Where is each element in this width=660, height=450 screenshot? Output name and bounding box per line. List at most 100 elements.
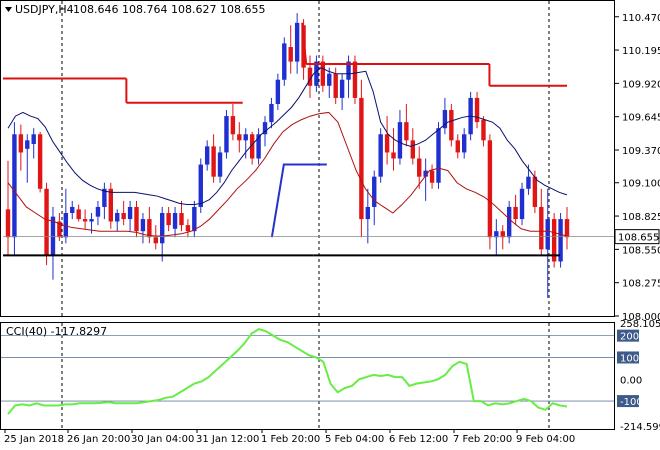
price-tick-label: 108.825 (622, 212, 660, 223)
candle-bear (391, 152, 396, 159)
candle-bear (404, 122, 409, 141)
candle-bear (57, 221, 62, 238)
candle-bear (44, 188, 49, 256)
candle-bull (115, 213, 120, 222)
candle-bear (82, 219, 88, 222)
candle-bear (320, 61, 326, 86)
candle-bear (352, 61, 358, 98)
candle-bull (365, 206, 371, 220)
candle-bear (230, 116, 236, 135)
candle-bear (564, 219, 570, 238)
time-tick-label: 26 Jan 20:00 (67, 434, 130, 445)
candle-bear (5, 209, 11, 238)
candle-bull (140, 219, 146, 232)
lower-band-line (7, 111, 568, 237)
candle-bull (204, 146, 210, 165)
candle-bull (172, 213, 178, 229)
price-tick-label: 109.645 (622, 113, 660, 124)
candle-bull (558, 219, 563, 262)
candle-bear (333, 73, 338, 98)
time-tick-label: 9 Feb 04:00 (516, 434, 575, 445)
cci-tick-label: 0.00 (620, 375, 642, 386)
candle-bear (108, 188, 114, 222)
candle-bear (487, 140, 493, 238)
candle-bull (192, 206, 197, 232)
candle-bear (76, 209, 81, 220)
candle-bear (288, 47, 293, 62)
cci-label: CCI(40) -117.8297 (6, 325, 107, 338)
dropdown-arrow-icon[interactable] (5, 7, 12, 12)
candle-bear (166, 213, 171, 226)
cci-tick-label: -100 (620, 397, 643, 408)
main-panel (0, 0, 615, 317)
candle-bear (384, 134, 390, 153)
candle-bull (526, 176, 531, 189)
candle-bull (127, 206, 133, 220)
candle-bull (224, 116, 229, 153)
time-tick-label: 6 Feb 12:00 (389, 434, 448, 445)
candle-bull (494, 231, 499, 238)
candle-bull (198, 164, 203, 207)
cci-panel (0, 322, 615, 430)
candle-bull (519, 188, 525, 220)
ohlc-label: 108.646 108.764 108.627 108.655 (73, 3, 265, 16)
symbol-label: USDJPY,H4 (15, 3, 74, 16)
candle-bear (513, 206, 518, 220)
candle-bull (506, 206, 512, 238)
candle-bear (249, 134, 255, 159)
candle-bear (474, 97, 480, 123)
upper-band-line (7, 67, 568, 206)
candle-bull (378, 134, 383, 177)
cci-level-tag (617, 395, 639, 408)
candle-bear (359, 97, 364, 220)
candle-bull (25, 140, 30, 149)
candle-bear (185, 225, 191, 232)
resistance-step (301, 22, 308, 65)
candle-bull (436, 128, 441, 183)
candle-bull (95, 206, 101, 217)
price-tick-label: 110.470 (622, 13, 660, 24)
bands (7, 67, 568, 237)
price-axis: 110.470 110.195 109.920 109.645 109.370 109.1… (614, 13, 660, 323)
candle-bear (37, 134, 43, 189)
candle-bull (423, 170, 428, 177)
candle-bear (429, 170, 435, 183)
candle-bear (179, 213, 184, 226)
candle-bear (449, 110, 454, 141)
cci-level-tag (617, 351, 639, 364)
candle-bear (410, 140, 415, 159)
price-tick-label: 109.370 (622, 146, 660, 157)
candle-bear (307, 67, 313, 86)
candle-bear (539, 206, 544, 250)
price-tick-label: 108.275 (622, 279, 660, 290)
candles (5, 13, 570, 298)
levels: 108.655 (3, 22, 660, 257)
grid-lines (61, 1, 550, 429)
candle-bull (372, 176, 377, 207)
candle-bull (339, 79, 345, 98)
time-tick-label: 25 Jan 2018 (4, 434, 64, 445)
candle-bear (18, 134, 24, 153)
candle-bear (121, 213, 126, 220)
cci-tick-label: 200 (620, 332, 639, 343)
price-tick-label: 109.920 (622, 79, 660, 90)
cci-tick-label: 100 (620, 353, 639, 364)
candle-bull (256, 134, 261, 159)
candle-bear (455, 140, 460, 153)
candle-bull (461, 134, 467, 153)
candle-bull (269, 103, 274, 123)
candle-bear (417, 158, 422, 177)
time-tick-label: 5 Feb 04:00 (325, 434, 384, 445)
candle-bull (346, 61, 351, 80)
time-axis: 25 Jan 2018 26 Jan 20:00 30 Jan 04:00 31 Ja… (4, 429, 575, 445)
price-tick-label: 109.100 (622, 179, 660, 190)
candle-bull (12, 134, 17, 238)
candle-bull (275, 79, 281, 104)
cci-level-tag (617, 329, 639, 342)
time-tick-label: 31 Jan 12:00 (196, 434, 259, 445)
time-tick-label: 30 Jan 04:00 (131, 434, 194, 445)
time-tick-label: 1 Feb 20:00 (261, 434, 320, 445)
current-price-tag (614, 229, 660, 245)
price-tick-label: 110.195 (622, 46, 660, 57)
